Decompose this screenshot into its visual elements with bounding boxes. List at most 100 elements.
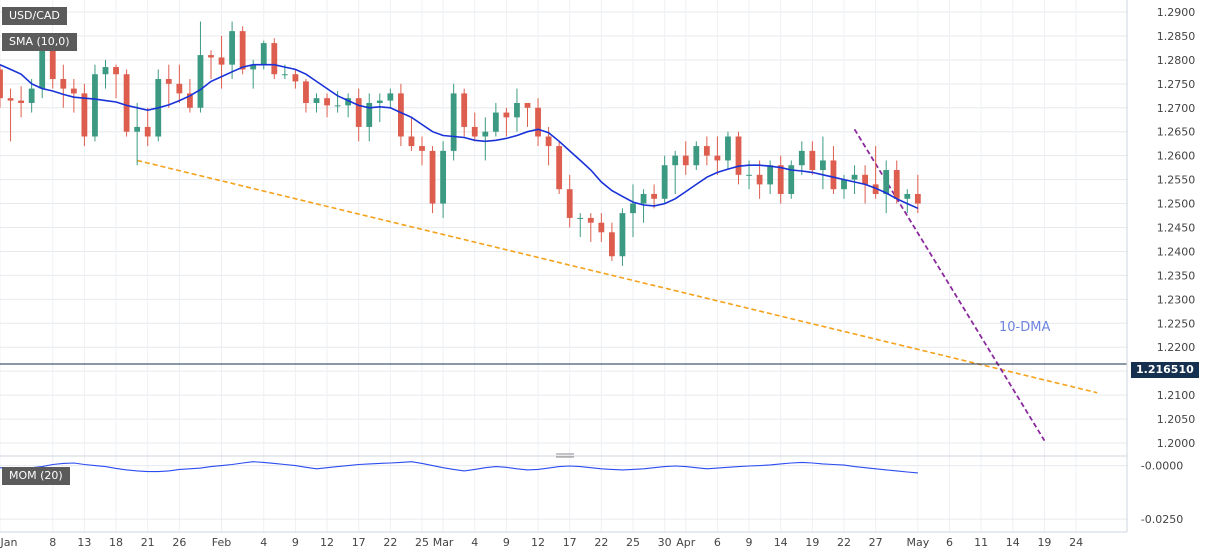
momentum-tick-label: -0.0000 [1141,460,1183,473]
candle [239,26,246,75]
candle-body [746,174,752,176]
candle [165,64,172,108]
candle-body [239,31,246,70]
candle [830,146,837,194]
candle-body [355,98,362,127]
candle-body [756,174,763,185]
time-tick-label: 24 [1069,536,1083,549]
candle-body [345,98,352,106]
candle [197,21,204,113]
candle [777,155,784,204]
candle [355,88,362,142]
candle-body [545,136,552,147]
time-tick-label: 14 [1006,536,1020,549]
momentum-indicator-label[interactable]: MOM (20) [2,467,70,485]
candle [883,160,890,214]
candle-body [187,93,193,108]
candle [102,59,109,89]
candle [313,93,320,113]
candle-body [809,150,816,171]
candle-body [229,31,235,65]
candle-body [7,98,14,101]
candle [640,189,647,223]
candle-body [471,126,478,137]
candle-body [408,136,415,147]
candle-body [598,222,605,233]
symbol-label[interactable]: USD/CAD [2,7,67,25]
candle-body [524,102,531,108]
time-axis-labels: Jan 8 13 18 21 26 Feb 4 9 12 17 22 25 Mar 4 9 12 17 22 25 30… [0,536,1083,549]
candle [324,93,330,118]
candle-body [260,43,267,65]
time-tick-label: 27 [869,536,883,549]
candle-body [661,165,668,199]
candle-body [725,136,731,161]
price-tick-label: 1.2200 [1157,341,1196,354]
price-tick-label: 1.2050 [1157,413,1196,426]
candle-body [862,174,868,185]
time-tick-label: 12 [531,536,545,549]
time-tick-label: 19 [805,536,819,549]
candle [630,184,636,238]
candle [788,160,795,199]
time-tick-label: 30 [658,536,672,549]
candle-body [208,55,214,58]
momentum-grid [0,465,1127,520]
candle-body [113,67,119,75]
candle-body [28,88,35,103]
time-tick-label: 11 [974,536,988,549]
candle-body [419,146,425,151]
price-tick-label: 1.2000 [1157,437,1196,450]
candle-body [714,155,721,161]
candle [703,136,710,166]
price-tick-label: 1.2100 [1157,389,1196,402]
candle-body [292,74,299,82]
trendlines [136,128,1098,442]
candle [60,64,67,108]
candle-body [651,193,657,199]
price-tick-label: 1.2700 [1157,102,1196,115]
candle-body [535,107,541,137]
price-tick-label: 1.2350 [1157,269,1196,282]
candle [387,88,394,108]
time-tick-label: 25 [415,536,429,549]
candle [693,141,700,171]
candle-body [197,55,204,108]
candle [7,88,14,142]
candle [471,112,478,142]
candle-body [0,69,3,99]
candle-body [387,93,394,101]
candle-body [820,160,826,171]
candle [598,213,605,242]
time-tick-label: Mar [433,536,454,549]
price-tick-label: 1.2850 [1157,30,1196,43]
time-tick-label: 17 [563,536,577,549]
sma-indicator-label[interactable]: SMA (10,0) [2,33,77,51]
candle-body [587,217,594,223]
candle-body [376,100,383,103]
price-tick-label: 1.2450 [1157,222,1196,235]
candle-body [893,170,900,199]
panel-splitter-handle[interactable] [556,453,574,458]
candle [566,174,573,228]
candle-body [492,112,499,132]
candle-body [366,102,373,127]
candle [682,141,689,175]
price-axis-panel [1127,0,1207,555]
time-tick-label: 9 [292,536,299,549]
candle-body [271,43,278,75]
candle [450,83,457,161]
candle-body [218,57,225,65]
candle-body [503,112,510,118]
time-tick-label: Apr [676,536,696,549]
candle-body [577,217,584,219]
momentum-tick-label: -0.0250 [1141,513,1183,526]
candle-body [682,155,689,166]
candle-body [609,232,615,257]
time-tick-label: 17 [352,536,366,549]
price-grid [0,0,1127,532]
candle-body [872,184,879,194]
price-tick-label: 1.2400 [1157,245,1196,258]
candlesticks [0,21,921,266]
candle-body [830,160,837,190]
